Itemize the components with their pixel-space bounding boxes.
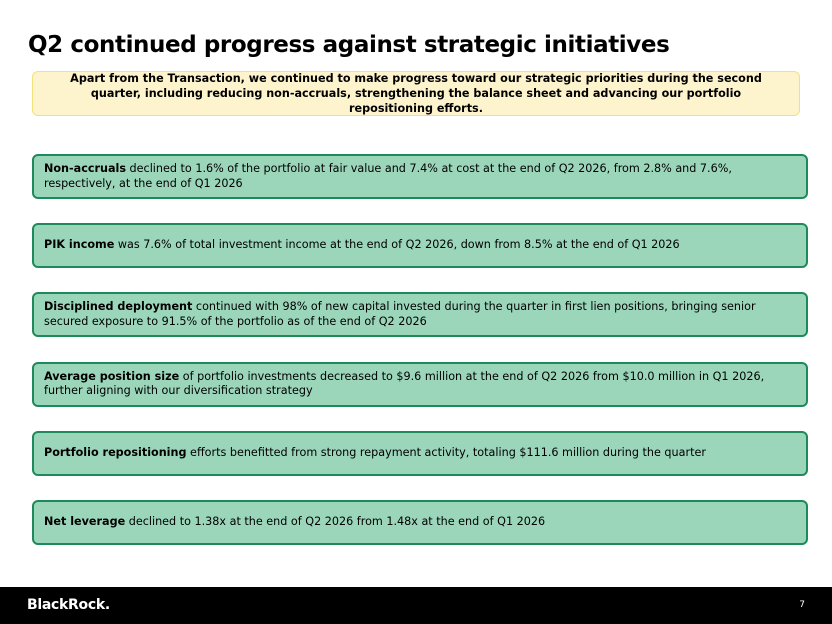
initiative-heading: Portfolio repositioning [44,446,187,459]
initiative-heading: PIK income [44,238,115,252]
initiative-body: efforts benefitted from strong repayment… [186,446,706,459]
initiative-heading: Non-accruals [44,162,126,175]
initiative-body: of portfolio investments decreased to $9… [44,369,765,398]
initiative-text: PIK income was 7.6% of total investment … [44,238,680,253]
initiative-body: was 7.6% of total investment income at t… [114,238,680,252]
initiative-heading: Average position size [44,369,180,383]
initiatives-list: Non-accruals declined to 1.6% of the por… [32,154,808,569]
initiative-text: Net leverage declined to 1.38x at the en… [44,515,545,530]
initiative-body: declined to 1.38x at the end of Q2 2026 … [125,515,546,529]
initiative-body: continued with 98% of new capital invest… [44,300,756,328]
initiative-body: declined to 1.6% of the portfolio at fai… [44,162,732,190]
initiative-heading: Net leverage [44,515,126,529]
initiative-card-pik-income: PIK income was 7.6% of total investment … [32,223,808,269]
initiative-heading: Disciplined deployment [44,300,193,314]
initiative-text: Non-accruals declined to 1.6% of the por… [44,162,796,191]
initiative-text: Disciplined deployment continued with 98… [44,300,796,329]
intro-text: Apart from the Transaction, we continued… [70,72,762,115]
intro-callout: Apart from the Transaction, we continued… [32,71,800,116]
page-title: Q2 continued progress against strategic … [28,32,670,58]
initiative-text: Average position size of portfolio inves… [44,370,796,399]
initiative-card-non-accruals: Non-accruals declined to 1.6% of the por… [32,154,808,199]
initiative-card-portfolio-repositioning: Portfolio repositioning efforts benefitt… [32,430,808,476]
footer-bar: BlackRock. 7 [0,587,832,624]
initiative-card-average-position-size: Average position size of portfolio inves… [32,361,808,407]
blackrock-logo: BlackRock. [27,597,110,613]
page-number: 7 [799,600,805,610]
initiative-card-net-leverage: Net leverage declined to 1.38x at the en… [32,499,808,545]
initiative-card-disciplined-deployment: Disciplined deployment continued with 98… [32,292,808,338]
initiative-text: Portfolio repositioning efforts benefitt… [44,446,706,461]
